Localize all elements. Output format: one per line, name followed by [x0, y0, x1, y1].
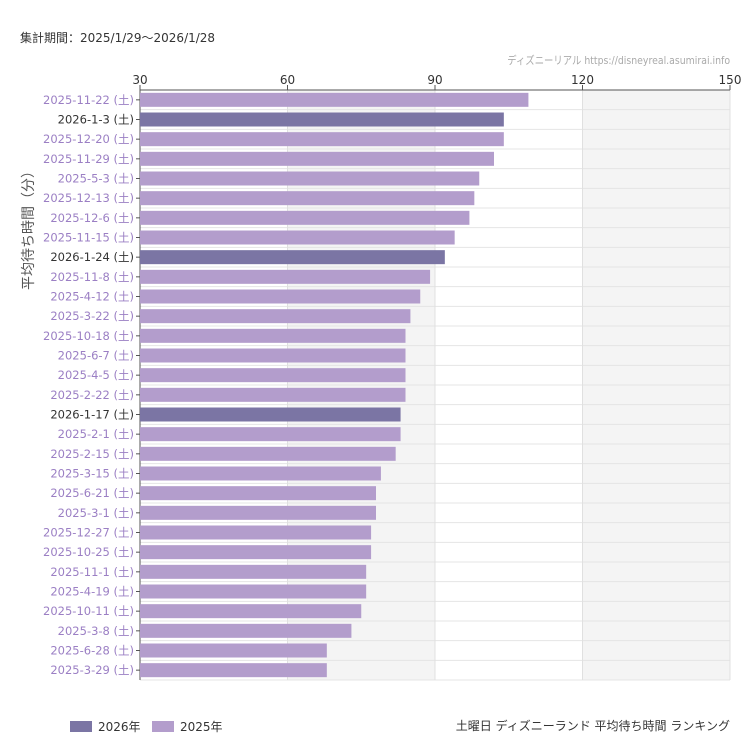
- category-label: 2025-11-1 (土): [50, 565, 134, 579]
- category-label: 2025-3-22 (土): [50, 309, 134, 323]
- x-tick-label: 120: [571, 73, 594, 87]
- legend-swatch: [70, 721, 92, 732]
- legend-swatch: [152, 721, 174, 732]
- x-tick-label: 90: [427, 73, 442, 87]
- category-label: 2025-4-12 (土): [50, 290, 134, 304]
- category-label: 2025-3-15 (土): [50, 467, 134, 481]
- category-label: 2025-11-29 (土): [43, 152, 134, 166]
- bar: [140, 427, 401, 442]
- bar: [140, 604, 362, 619]
- chart-caption: 土曜日 ディズニーランド 平均待ち時間 ランキング: [455, 719, 730, 733]
- bar: [140, 446, 396, 461]
- category-label: 2025-10-18 (土): [43, 329, 134, 343]
- category-label: 2025-12-27 (土): [43, 526, 134, 540]
- bar: [140, 486, 376, 501]
- bar: [140, 368, 406, 383]
- y-axis-label: 平均待ち時間（分）: [21, 164, 37, 290]
- legend-label: 2026年: [98, 720, 141, 734]
- bar: [140, 387, 406, 402]
- bar: [140, 269, 431, 284]
- bar: [140, 663, 327, 678]
- category-label: 2026-1-17 (土): [50, 408, 134, 422]
- bar: [140, 309, 411, 324]
- category-label: 2025-10-25 (土): [43, 545, 134, 559]
- legend-label: 2025年: [180, 720, 223, 734]
- category-label: 2025-4-5 (土): [58, 368, 134, 382]
- x-tick-label: 60: [280, 73, 295, 87]
- bar: [140, 191, 475, 206]
- credit-label: ディズニーリアル https://disneyreal.asumirai.inf…: [507, 54, 730, 67]
- category-label: 2025-2-22 (土): [50, 388, 134, 402]
- category-label: 2026-1-3 (土): [58, 113, 134, 127]
- x-tick-label: 150: [719, 73, 742, 87]
- bar: [140, 623, 352, 638]
- category-label: 2025-11-15 (土): [43, 231, 134, 245]
- bar: [140, 505, 376, 520]
- category-label: 2025-3-8 (土): [58, 624, 134, 638]
- category-label: 2025-10-11 (土): [43, 604, 134, 618]
- bar: [140, 643, 327, 658]
- period-label: 集計期間：2025/1/29〜2026/1/28: [20, 31, 216, 45]
- x-tick-label: 30: [132, 73, 147, 87]
- legend-2025: 2025年: [152, 718, 223, 735]
- category-label: 2026-1-24 (土): [50, 250, 134, 264]
- category-label: 2025-2-1 (土): [58, 427, 134, 441]
- bar: [140, 230, 455, 245]
- category-label: 2025-3-29 (土): [50, 663, 134, 677]
- bar: [140, 289, 421, 304]
- category-label: 2025-2-15 (土): [50, 447, 134, 461]
- bar: [140, 407, 401, 422]
- category-label: 2025-6-21 (土): [50, 486, 134, 500]
- bar: [140, 250, 445, 265]
- bar: [140, 545, 372, 560]
- category-label: 2025-6-7 (土): [58, 349, 134, 363]
- category-label: 2025-5-3 (土): [58, 172, 134, 186]
- category-label: 2025-6-28 (土): [50, 644, 134, 658]
- bar: [140, 348, 406, 363]
- bar: [140, 564, 367, 579]
- category-label: 2025-11-8 (土): [50, 270, 134, 284]
- bar: [140, 584, 367, 599]
- category-label: 2025-3-1 (土): [58, 506, 134, 520]
- bar: [140, 525, 372, 540]
- bar: [140, 112, 504, 127]
- bar: [140, 210, 470, 225]
- bar: [140, 151, 494, 166]
- legend-2026: 2026年: [70, 718, 141, 735]
- category-label: 2025-4-19 (土): [50, 585, 134, 599]
- category-label: 2025-12-20 (土): [43, 132, 134, 146]
- bar: [140, 466, 381, 481]
- bar: [140, 171, 480, 186]
- bar: [140, 92, 529, 107]
- category-label: 2025-11-22 (土): [43, 93, 134, 107]
- category-label: 2025-12-13 (土): [43, 191, 134, 205]
- category-label: 2025-12-6 (土): [50, 211, 134, 225]
- bar: [140, 328, 406, 343]
- bar: [140, 132, 504, 147]
